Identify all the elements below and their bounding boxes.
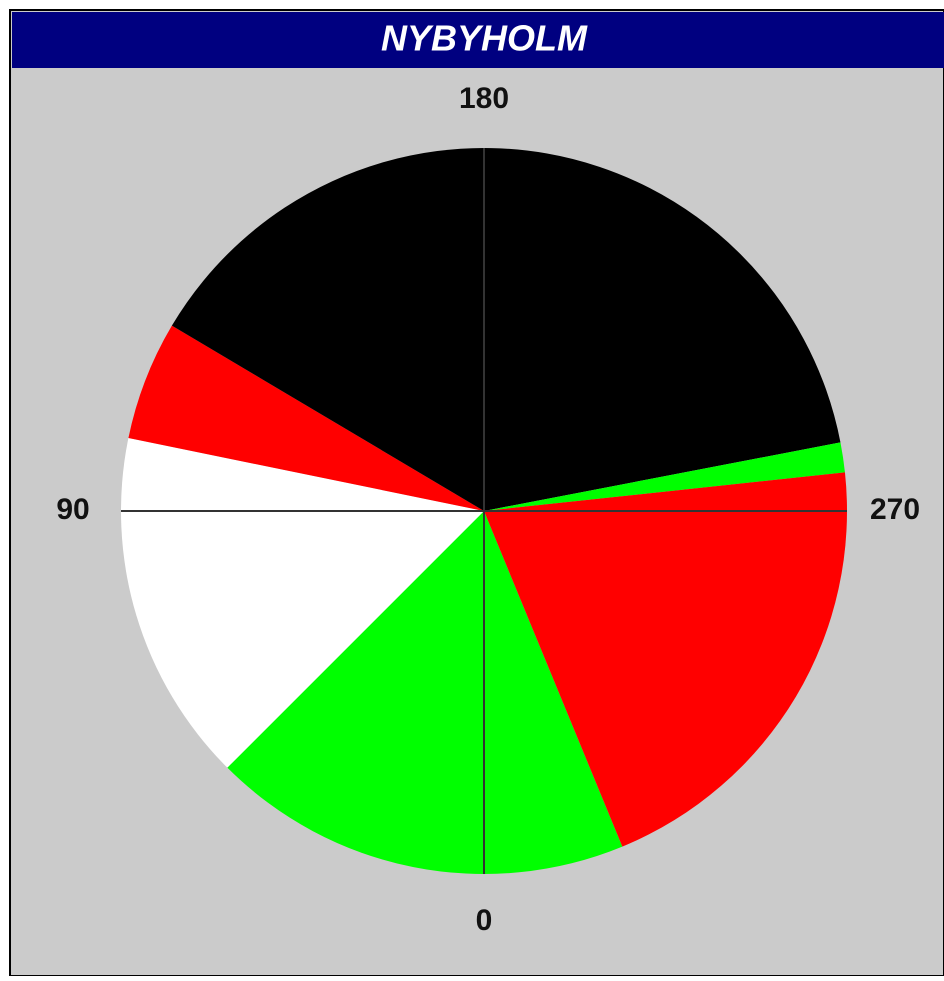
sector — [484, 472, 847, 847]
angle-label: 90 — [56, 493, 89, 526]
sector — [227, 511, 623, 874]
sector — [171, 148, 841, 512]
chart-title: NYBYHOLM — [381, 18, 588, 59]
title-bar — [12, 12, 944, 68]
angle-label: 270 — [870, 493, 920, 526]
sector — [128, 325, 484, 511]
angle-label: 180 — [459, 82, 509, 115]
sector — [484, 442, 845, 511]
angle-label: 0 — [476, 904, 493, 937]
sector — [121, 438, 484, 768]
